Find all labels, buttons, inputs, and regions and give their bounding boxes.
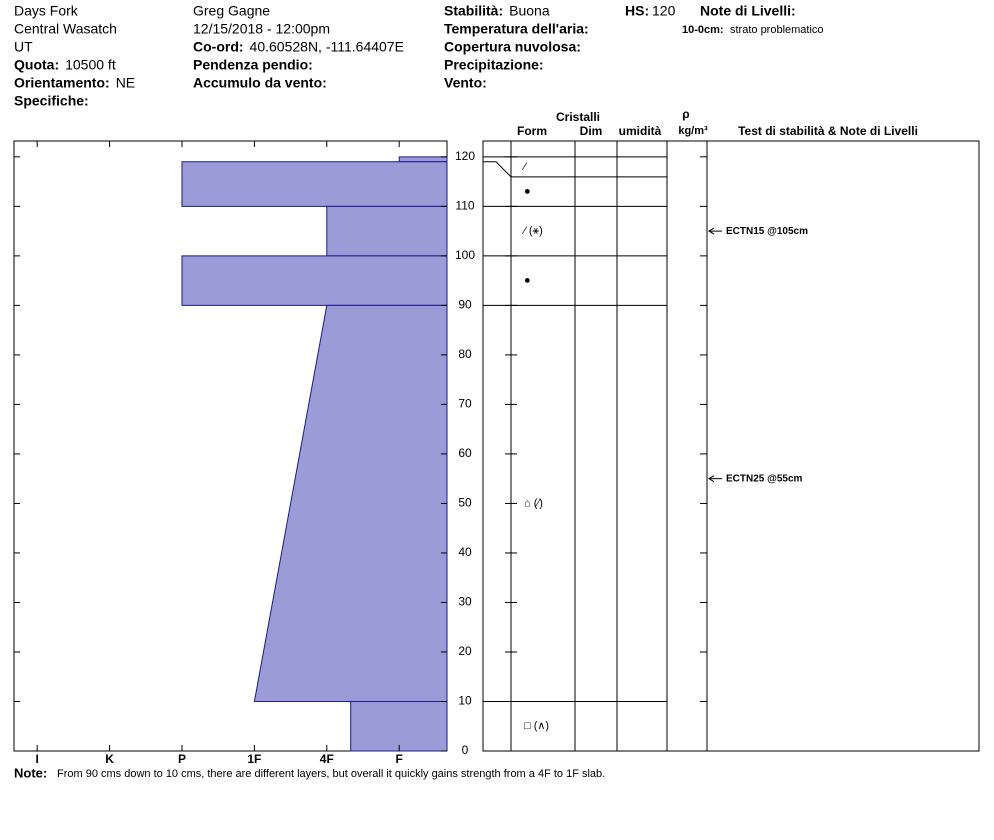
header-label: Precipitazione: — [444, 57, 544, 73]
hardness-layer — [398, 156, 448, 163]
header-label: Accumulo da vento: — [193, 75, 327, 91]
y-tick-label: 50 — [458, 496, 472, 510]
test-label: ECTN25 @55cm — [726, 473, 803, 484]
column-header: Dim — [580, 124, 603, 138]
y-tick-label: 60 — [458, 446, 472, 460]
header-value: Buona — [509, 3, 550, 19]
column-header: Test di stabilità & Note di Livelli — [738, 124, 918, 138]
hs-value: 120 — [652, 3, 676, 19]
column-header: ρ — [682, 107, 689, 121]
header-value: NE — [116, 75, 135, 91]
grain-form: ● — [524, 275, 531, 287]
header-text: Days Fork — [14, 3, 79, 19]
test-arrowhead — [708, 475, 715, 483]
y-tick-label: 100 — [455, 248, 475, 262]
column-header: kg/m³ — [678, 125, 708, 137]
layer-connector — [483, 161, 512, 178]
header-label: Stabilità: — [444, 3, 503, 19]
hardness-layer — [350, 700, 448, 752]
x-tick-label: P — [178, 752, 186, 766]
note-label: Note: — [14, 765, 47, 780]
note-text: From 90 cms down to 10 cms, there are di… — [57, 768, 605, 780]
hardness-layer — [181, 255, 448, 306]
y-tick-label: 20 — [458, 644, 472, 658]
layer-notes-title: Note di Livelli: — [700, 3, 796, 19]
grain-form: ⁄ — [521, 161, 528, 173]
header-label: Orientamento: — [14, 75, 110, 91]
header-text: Central Wasatch — [14, 21, 117, 37]
grain-form: ⌂ (⁄) — [524, 497, 543, 509]
layer-note-label: 10-0cm: — [682, 24, 724, 36]
hardness-layer — [181, 161, 448, 207]
x-tick-label: K — [105, 752, 114, 766]
header-label: Temperatura dell'aria: — [444, 21, 589, 37]
layer-note-text: strato problematico — [730, 24, 824, 36]
y-tick-label: 0 — [462, 743, 469, 757]
grain-form: ⁄ (⚹) — [521, 225, 543, 237]
grain-form: □ (∧) — [524, 720, 549, 732]
hardness-layer — [326, 205, 448, 257]
header-text: Greg Gagne — [193, 3, 270, 19]
header-value: 40.60528N, -111.64407E — [250, 39, 404, 55]
header-label: Pendenza pendio: — [193, 57, 313, 73]
x-tick-label: F — [396, 752, 403, 766]
header-text: 12/15/2018 - 12:00pm — [193, 21, 330, 37]
header-label: Specifiche: — [14, 93, 89, 109]
y-tick-label: 10 — [458, 694, 472, 708]
test-label: ECTN15 @105cm — [726, 226, 808, 237]
header-text: UT — [14, 39, 33, 55]
header-label: Vento: — [444, 75, 487, 91]
y-tick-label: 110 — [455, 199, 474, 213]
y-tick-label: 120 — [455, 149, 475, 163]
header-label: Quota: — [14, 57, 59, 73]
hardness-layer — [253, 304, 448, 702]
layer-table-frame — [482, 140, 980, 752]
y-tick-label: 70 — [458, 397, 472, 411]
test-arrowhead — [708, 227, 715, 235]
header-label: Copertura nuvolosa: — [444, 39, 581, 55]
y-tick-label: 40 — [458, 545, 472, 559]
column-header: Cristalli — [556, 110, 600, 124]
grain-form: ● — [524, 186, 531, 198]
x-tick-label: I — [35, 752, 38, 766]
header-value: 10500 ft — [65, 57, 116, 73]
y-tick-label: 90 — [458, 298, 472, 312]
column-header: Form — [517, 124, 547, 138]
header-label: Co-ord: — [193, 39, 244, 55]
hs-label: HS: — [625, 3, 649, 19]
column-header: umidità — [619, 124, 662, 138]
y-tick-label: 80 — [458, 347, 472, 361]
x-tick-label: 1F — [247, 752, 261, 766]
y-tick-label: 30 — [458, 595, 472, 609]
x-tick-label: 4F — [320, 752, 334, 766]
